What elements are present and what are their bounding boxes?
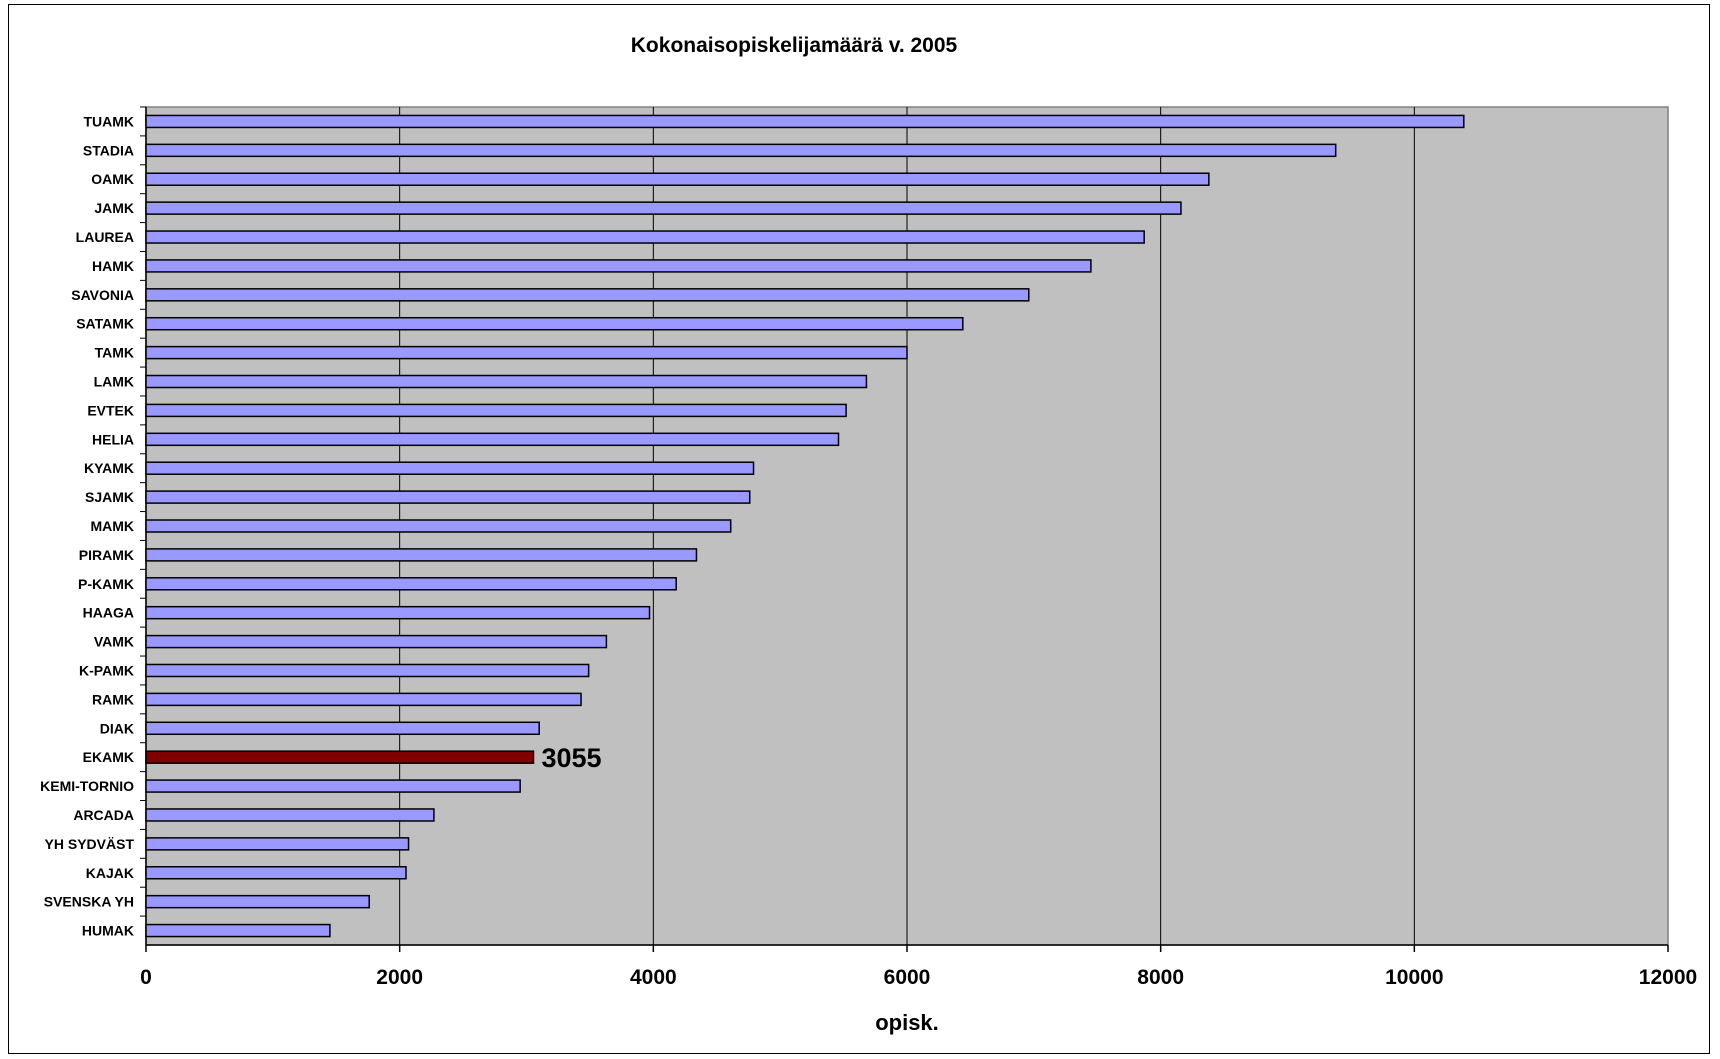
category-label: TUAMK xyxy=(83,113,134,129)
category-label: HAMK xyxy=(92,258,134,274)
category-label: VAMK xyxy=(94,634,134,650)
x-tick-label: 6000 xyxy=(884,966,931,989)
bar xyxy=(145,114,1465,129)
bar xyxy=(145,548,698,562)
bar xyxy=(145,461,755,475)
bar xyxy=(145,577,677,591)
category-label: LAUREA xyxy=(76,229,134,245)
category-label: TAMK xyxy=(95,345,134,361)
category-label: SAVONIA xyxy=(71,287,134,303)
category-label: SVENSKA YH xyxy=(44,894,134,910)
bar xyxy=(145,837,410,851)
category-label: STADIA xyxy=(83,142,134,158)
category-label: KAJAK xyxy=(86,865,134,881)
bar xyxy=(145,403,847,418)
category-label: ARCADA xyxy=(73,807,134,823)
x-tick-label: 4000 xyxy=(630,966,677,989)
bar xyxy=(145,605,651,620)
x-tick-label: 8000 xyxy=(1137,966,1184,989)
bar xyxy=(145,923,331,938)
category-label: PIRAMK xyxy=(79,547,134,563)
bar xyxy=(145,201,1182,215)
x-tick-label: 2000 xyxy=(376,966,423,989)
category-label: MAMK xyxy=(90,518,134,534)
bar xyxy=(145,374,868,389)
bar xyxy=(145,692,582,707)
x-axis-title: opisk. xyxy=(875,1010,939,1035)
bar xyxy=(145,172,1210,186)
category-label: HUMAK xyxy=(82,923,134,939)
category-label: HELIA xyxy=(92,431,134,447)
category-label: SJAMK xyxy=(85,489,134,505)
x-tick-label: 12000 xyxy=(1639,966,1697,989)
category-label: EVTEK xyxy=(87,402,134,418)
bar xyxy=(145,779,521,793)
category-label: EKAMK xyxy=(83,749,134,765)
category-label: KEMI-TORNIO xyxy=(40,778,134,794)
category-label: JAMK xyxy=(94,200,134,216)
bar xyxy=(145,316,964,331)
bar xyxy=(145,259,1092,273)
bar xyxy=(145,634,608,649)
category-label: OAMK xyxy=(91,171,134,187)
bar xyxy=(145,663,590,678)
x-tick-label: 10000 xyxy=(1385,966,1443,989)
bar-highlighted xyxy=(145,750,535,764)
data-label: 3055 xyxy=(541,743,601,773)
bar xyxy=(145,230,1145,244)
category-label: RAMK xyxy=(92,691,134,707)
bar xyxy=(145,721,540,736)
category-label: K-PAMK xyxy=(79,662,134,678)
x-tick-label: 0 xyxy=(140,966,152,989)
category-label: LAMK xyxy=(94,374,134,390)
bar xyxy=(145,432,840,447)
bar xyxy=(145,894,370,909)
bar xyxy=(145,519,732,533)
bar xyxy=(145,345,908,360)
bar xyxy=(145,288,1030,302)
category-label: SATAMK xyxy=(76,316,134,332)
category-label: YH SYDVÄST xyxy=(45,836,135,852)
category-label: DIAK xyxy=(100,720,134,736)
category-label: P-KAMK xyxy=(78,576,134,592)
category-label: HAAGA xyxy=(83,605,134,621)
bar xyxy=(145,866,407,880)
bar xyxy=(145,143,1337,158)
bar xyxy=(145,490,751,504)
chart-title: Kokonaisopiskelijamäärä v. 2005 xyxy=(630,34,958,57)
bar xyxy=(145,808,435,822)
category-label: KYAMK xyxy=(84,460,134,476)
